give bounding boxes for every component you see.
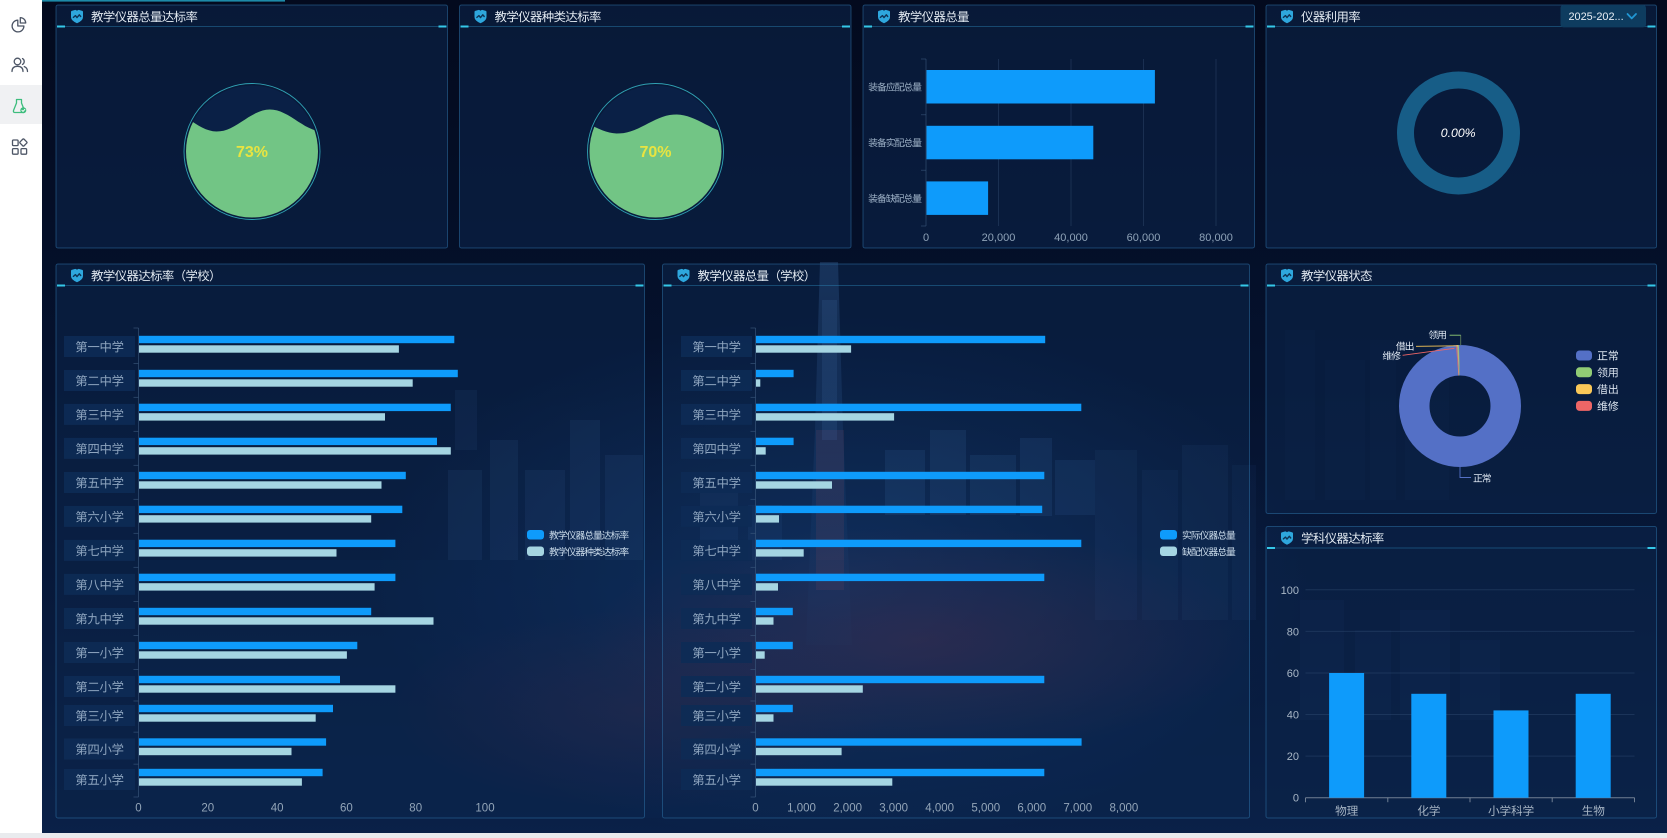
svg-text:5,000: 5,000	[971, 803, 1000, 815]
svg-text:70%: 70%	[639, 144, 671, 161]
svg-text:40: 40	[271, 803, 284, 815]
svg-text:73%: 73%	[236, 144, 268, 161]
svg-text:4,000: 4,000	[925, 803, 954, 815]
svg-text:100: 100	[475, 803, 494, 815]
svg-text:80: 80	[1287, 626, 1299, 638]
svg-text:60,000: 60,000	[1127, 232, 1161, 244]
svg-text:2025-202...: 2025-202...	[1569, 11, 1624, 23]
svg-text:2,000: 2,000	[833, 803, 862, 815]
svg-text:40: 40	[1287, 710, 1299, 722]
svg-text:1,000: 1,000	[787, 803, 816, 815]
svg-text:60: 60	[1287, 668, 1299, 680]
svg-text:60: 60	[340, 803, 353, 815]
svg-text:40,000: 40,000	[1054, 232, 1088, 244]
svg-text:0: 0	[135, 803, 141, 815]
svg-text:20: 20	[1287, 751, 1299, 763]
svg-text:0: 0	[752, 803, 758, 815]
svg-text:8,000: 8,000	[1110, 803, 1139, 815]
svg-text:0.00%: 0.00%	[1441, 126, 1476, 140]
svg-text:80: 80	[409, 803, 422, 815]
svg-text:20,000: 20,000	[982, 232, 1016, 244]
svg-text:100: 100	[1281, 585, 1299, 597]
svg-text:0: 0	[923, 232, 929, 244]
svg-text:7,000: 7,000	[1063, 803, 1092, 815]
svg-text:3,000: 3,000	[879, 803, 908, 815]
svg-text:20: 20	[201, 803, 214, 815]
svg-text:80,000: 80,000	[1199, 232, 1233, 244]
svg-text:6,000: 6,000	[1017, 803, 1046, 815]
svg-text:0: 0	[1293, 793, 1299, 805]
